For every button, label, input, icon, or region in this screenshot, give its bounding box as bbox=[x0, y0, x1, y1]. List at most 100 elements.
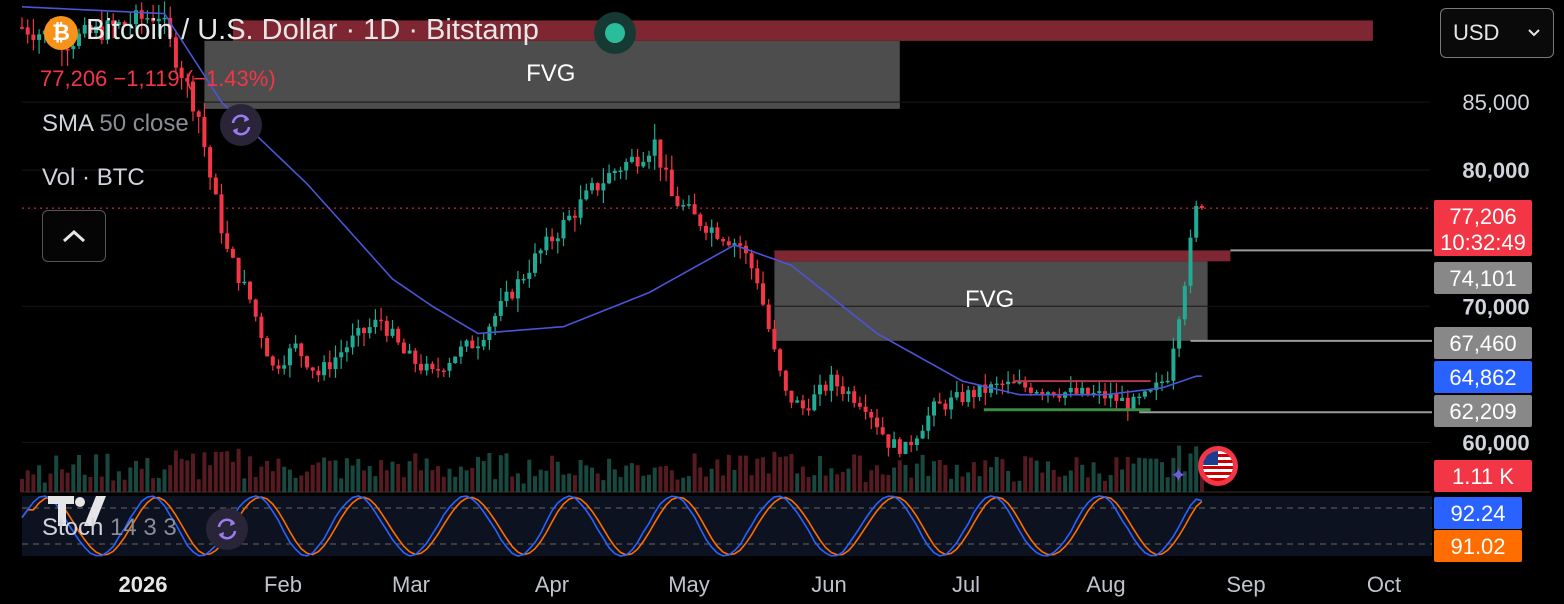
volume-bar bbox=[635, 465, 640, 492]
volume-bar bbox=[71, 464, 76, 492]
volume-bar bbox=[1074, 457, 1079, 492]
volume-bar bbox=[156, 477, 161, 492]
volume-bar bbox=[875, 465, 879, 492]
volume-bar bbox=[743, 455, 748, 492]
candle-body bbox=[698, 214, 703, 226]
volume-bar bbox=[783, 456, 788, 492]
volume-bar bbox=[236, 448, 241, 492]
volume-bar bbox=[481, 461, 486, 492]
candle-body bbox=[327, 362, 332, 370]
volume-bar bbox=[1108, 475, 1113, 492]
candle-body bbox=[128, 24, 133, 26]
collapse-legend-button[interactable] bbox=[42, 210, 106, 262]
candle-body bbox=[960, 392, 965, 403]
volume-bar bbox=[1182, 471, 1187, 492]
volume-bar bbox=[949, 478, 954, 492]
candle-body bbox=[213, 177, 218, 195]
price-badge-sma: 64,862 bbox=[1434, 361, 1532, 393]
candle-body bbox=[897, 439, 902, 454]
volume-bar bbox=[732, 469, 737, 492]
volume-bar bbox=[818, 456, 822, 492]
volume-bar bbox=[333, 460, 338, 492]
candle-body bbox=[265, 337, 270, 357]
volume-bar bbox=[795, 473, 800, 492]
candle-body bbox=[1080, 387, 1085, 394]
sma-legend[interactable]: SMA 50 close bbox=[42, 110, 189, 138]
candle-body bbox=[635, 156, 640, 167]
stoch-legend[interactable]: Stoch 14 3 3 bbox=[42, 514, 177, 542]
candle-body bbox=[305, 356, 309, 368]
candle-body bbox=[299, 343, 304, 357]
stoch-cycle-icon[interactable] bbox=[206, 508, 248, 550]
candle-body bbox=[413, 350, 418, 364]
candle-body bbox=[287, 348, 292, 366]
candle-body bbox=[1160, 381, 1164, 384]
candle-body bbox=[983, 384, 988, 393]
candle-body bbox=[669, 169, 674, 197]
candle-body bbox=[1040, 391, 1045, 395]
chevron-down-icon bbox=[1528, 29, 1540, 37]
volume-bar bbox=[914, 463, 919, 492]
volume-bar bbox=[584, 465, 589, 492]
volume-bar bbox=[356, 458, 361, 492]
candle-body bbox=[880, 427, 885, 435]
volume-bar bbox=[42, 482, 47, 492]
volume-bar bbox=[88, 476, 93, 492]
volume-bar bbox=[595, 473, 600, 492]
volume-bar bbox=[270, 471, 275, 492]
volume-bar bbox=[1091, 462, 1096, 492]
volume-bar bbox=[384, 470, 389, 492]
candle-body bbox=[527, 272, 532, 279]
candle-body bbox=[875, 417, 879, 428]
volume-bar bbox=[128, 467, 133, 492]
volume-bar bbox=[77, 455, 81, 492]
price-badge-level: 74,101 bbox=[1434, 262, 1532, 294]
candle-body bbox=[954, 392, 959, 398]
volume-bar bbox=[1080, 464, 1085, 492]
price-badge-countdown: 10:32:49 bbox=[1440, 230, 1526, 255]
sma-legend-name: SMA bbox=[42, 110, 93, 137]
currency-selector[interactable]: USD bbox=[1440, 8, 1554, 58]
volume-bar bbox=[932, 461, 936, 492]
candle-body bbox=[1028, 387, 1033, 393]
tradingview-logo-icon bbox=[48, 494, 108, 536]
candle-body bbox=[476, 346, 480, 349]
candle-body bbox=[966, 390, 971, 403]
us-flag-icon[interactable] bbox=[1198, 446, 1238, 486]
candle-body bbox=[618, 170, 623, 172]
volume-bar bbox=[344, 458, 349, 492]
volume-bar bbox=[567, 473, 572, 492]
volume-bar bbox=[367, 465, 372, 492]
volume-bar bbox=[1194, 446, 1199, 492]
candle-body bbox=[333, 357, 338, 370]
candle-body bbox=[658, 139, 663, 168]
volume-bar bbox=[493, 479, 498, 492]
volume-bar bbox=[424, 458, 429, 492]
candle-body bbox=[943, 403, 948, 410]
sparkle-icon[interactable]: ✦ bbox=[1170, 465, 1187, 487]
candle-body bbox=[156, 18, 161, 22]
price-change-readout: 77,206 −1,119 (−1.43%) bbox=[40, 66, 276, 91]
volume-bar bbox=[504, 453, 509, 492]
volume-legend[interactable]: Vol · BTC bbox=[42, 164, 145, 191]
candle-body bbox=[504, 291, 509, 301]
volume-bar bbox=[1051, 469, 1056, 492]
volume-bar bbox=[715, 459, 720, 492]
price-badge-text: 62,209 bbox=[1449, 399, 1516, 424]
sma-cycle-icon[interactable] bbox=[220, 104, 262, 146]
volume-bar bbox=[1142, 458, 1147, 492]
volume-bar bbox=[647, 474, 651, 492]
candle-body bbox=[1142, 391, 1147, 397]
candle-body bbox=[738, 243, 743, 246]
volume-bar bbox=[453, 476, 458, 492]
candle-body bbox=[208, 147, 213, 178]
candle-body bbox=[949, 397, 954, 410]
volume-bar bbox=[971, 462, 976, 492]
candle-body bbox=[230, 248, 235, 258]
volume-bar bbox=[897, 460, 902, 492]
candle-body bbox=[652, 139, 657, 156]
symbol-title[interactable]: Bitcoin / U.S. Dollar · 1D · Bitstamp bbox=[86, 14, 539, 46]
stoch-legend-params: 14 3 3 bbox=[110, 514, 177, 541]
volume-bar bbox=[413, 453, 418, 492]
